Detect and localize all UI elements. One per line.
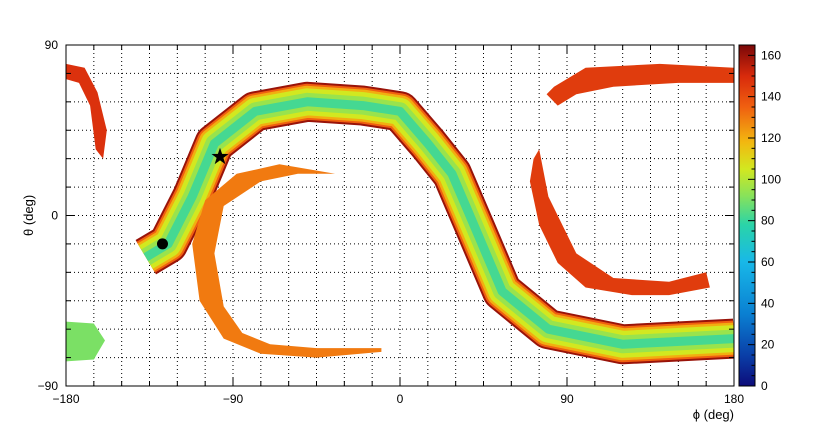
colorbar-tick-label: 100 [761,172,781,186]
colorbar-tick-label: 20 [761,338,775,352]
arc-right [529,149,710,296]
colorbar-tick-label: 160 [761,48,781,62]
top-right-band [546,63,734,106]
bottom-left-band [66,321,105,362]
star-marker [211,147,229,165]
x-tick-label: 0 [397,392,404,406]
heatmap-regions [66,63,734,365]
x-tick-label: −90 [223,392,244,406]
colorbar-gradient [738,44,756,387]
x-tick-label: −180 [52,392,79,406]
colorbar-tick-label: 0 [761,379,768,393]
circle-marker [156,238,168,250]
colorbar-tick-label: 120 [761,131,781,145]
markers [156,147,229,250]
x-axis-title: ϕ (deg) [693,407,734,422]
colorbar-tick-label: 40 [761,296,775,310]
colorbar-tick-label: 80 [761,214,775,228]
y-tick-label: 90 [45,38,59,52]
colorbar: 0 20 40 60 80 100 120 140 160 [738,44,781,393]
colorbar-tick-label: 60 [761,255,775,269]
x-tick-label: 180 [724,392,744,406]
y-tick-label: 0 [51,209,58,223]
top-left-hook [66,63,107,159]
y-tick-label: −90 [38,379,59,393]
y-axis-title: θ (deg) [21,195,36,236]
s-band-layer-5 [143,97,734,349]
colorbar-tick-label: 140 [761,90,781,104]
x-tick-label: 90 [560,392,574,406]
